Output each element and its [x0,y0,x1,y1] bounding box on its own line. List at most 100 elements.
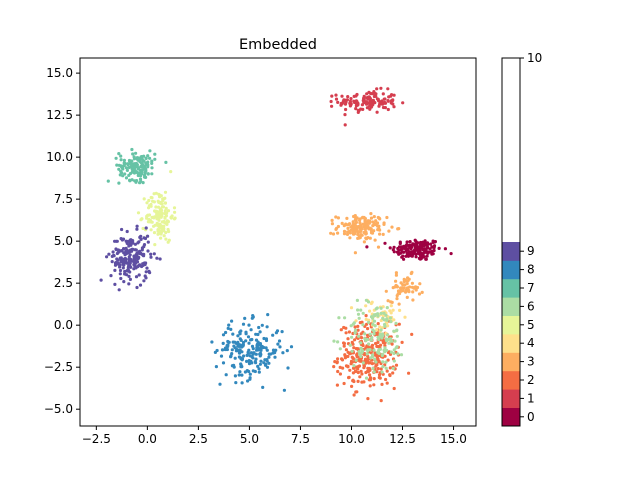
data-point [369,212,373,216]
data-point [433,240,437,244]
data-point [383,354,387,358]
data-point [352,393,356,397]
colorbar-segment [502,352,520,372]
data-point [153,157,157,161]
data-point [336,369,340,374]
data-point [340,94,344,98]
data-point [367,90,371,94]
data-point [405,240,409,244]
data-point [258,330,262,334]
data-point [367,342,371,346]
data-point [388,316,392,320]
data-point [386,99,390,103]
data-point [330,94,334,98]
data-point [376,367,380,371]
data-point [343,353,347,357]
data-point [373,223,377,227]
data-point [397,302,401,306]
data-point [128,248,133,252]
data-point [148,149,152,153]
data-point [336,231,340,235]
data-point [213,350,217,354]
data-point [391,366,395,371]
data-point [432,248,436,253]
data-point [145,216,149,220]
data-point [413,248,417,252]
data-point [424,257,428,261]
data-point [359,223,363,228]
data-point [141,262,145,266]
data-point [354,358,358,362]
data-point [117,288,121,292]
data-point [289,345,294,349]
data-point [391,286,395,290]
data-point [251,369,255,373]
data-point [410,281,414,285]
data-point [118,268,123,273]
data-point [123,256,127,261]
data-point [337,316,341,320]
data-point [375,328,379,332]
data-point [398,308,402,312]
data-point [370,336,374,340]
data-point [353,251,357,255]
data-point [404,246,408,250]
data-point [360,348,364,352]
data-point [249,338,253,342]
data-point [368,101,373,105]
data-point [368,361,372,365]
data-point [371,366,375,371]
data-point [364,304,368,308]
data-point [224,330,228,335]
series-3 [329,212,424,306]
data-point [135,227,139,231]
series-6 [332,298,404,380]
data-point [415,285,420,290]
data-point [343,102,348,106]
data-point [351,220,355,224]
data-point [162,234,166,238]
data-point [370,344,374,348]
data-point [407,251,412,255]
data-point [113,282,117,286]
data-point [414,252,418,256]
data-point [148,156,152,160]
data-point [394,271,398,275]
data-point [379,399,383,403]
data-point [394,279,398,283]
data-point [386,299,390,303]
data-point [368,368,372,372]
data-point [152,224,156,228]
data-point [346,95,350,99]
data-point [395,345,399,349]
data-point [163,201,167,205]
data-point [230,352,234,356]
data-point [336,357,340,361]
data-point [132,166,136,170]
data-point [147,206,151,210]
data-point [231,340,235,344]
data-point [383,100,387,105]
data-point [221,361,226,365]
data-point [344,348,348,352]
data-point [149,195,153,200]
data-point [144,175,148,179]
data-point [376,349,381,353]
data-point [144,226,148,230]
data-point [127,282,131,286]
data-point [226,326,230,330]
data-point [330,218,334,222]
data-point [370,362,374,366]
data-point [142,279,146,283]
data-point [237,373,241,377]
data-point [336,340,340,344]
data-point [365,322,369,326]
data-point [386,358,390,362]
data-point [384,366,388,370]
data-point [372,348,376,352]
data-point [136,241,140,245]
data-point [142,252,146,256]
data-point [345,216,349,220]
data-point [109,274,113,278]
data-point [141,181,145,185]
